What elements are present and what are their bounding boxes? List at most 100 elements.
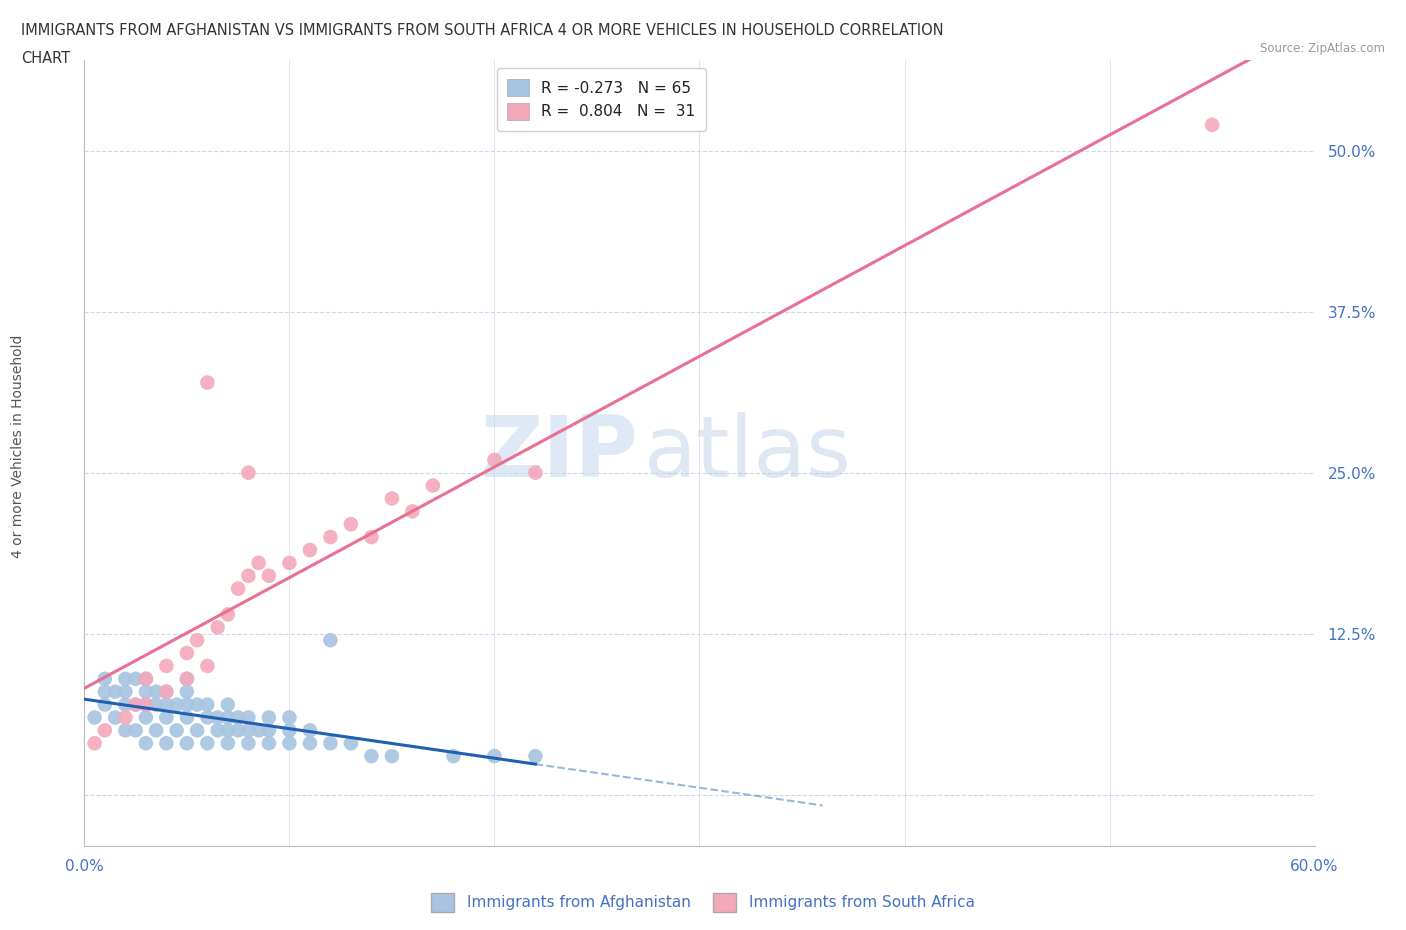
Point [186, 723, 208, 737]
Point [298, 542, 321, 557]
Point [94, 684, 117, 699]
Point [278, 555, 301, 570]
Point [166, 723, 188, 737]
Text: CHART: CHART [21, 51, 70, 66]
Point [381, 491, 404, 506]
Point [207, 710, 229, 724]
Point [135, 698, 157, 712]
Text: Source: ZipAtlas.com: Source: ZipAtlas.com [1260, 42, 1385, 55]
Point [319, 736, 342, 751]
Point [124, 698, 146, 712]
Point [176, 671, 198, 686]
Point [360, 530, 382, 545]
Point [155, 684, 177, 699]
Point [238, 710, 260, 724]
Text: atlas: atlas [644, 412, 852, 495]
Point [319, 632, 342, 647]
Point [422, 478, 444, 493]
Point [176, 645, 198, 660]
Point [207, 723, 229, 737]
Point [155, 736, 177, 751]
Point [360, 749, 382, 764]
Point [247, 555, 270, 570]
Point [484, 749, 506, 764]
Point [1201, 117, 1223, 132]
Point [340, 517, 363, 532]
Point [124, 723, 146, 737]
Point [197, 736, 219, 751]
Point [135, 710, 157, 724]
Point [217, 607, 239, 622]
Point [207, 620, 229, 635]
Point [135, 671, 157, 686]
Point [401, 504, 423, 519]
Point [484, 452, 506, 467]
Point [340, 736, 363, 751]
Legend: R = -0.273   N = 65, R =  0.804   N =  31: R = -0.273 N = 65, R = 0.804 N = 31 [496, 68, 706, 131]
Point [176, 710, 198, 724]
Point [104, 684, 127, 699]
Point [124, 698, 146, 712]
Point [114, 698, 136, 712]
Point [145, 684, 167, 699]
Point [155, 710, 177, 724]
Point [114, 671, 136, 686]
Point [298, 736, 321, 751]
Point [238, 568, 260, 583]
Point [257, 710, 280, 724]
Point [238, 723, 260, 737]
Point [238, 736, 260, 751]
Text: IMMIGRANTS FROM AFGHANISTAN VS IMMIGRANTS FROM SOUTH AFRICA 4 OR MORE VEHICLES I: IMMIGRANTS FROM AFGHANISTAN VS IMMIGRANT… [21, 23, 943, 38]
Point [83, 710, 105, 724]
Point [278, 710, 301, 724]
Point [197, 710, 219, 724]
Point [226, 723, 249, 737]
Point [83, 736, 105, 751]
Point [217, 710, 239, 724]
Point [145, 723, 167, 737]
Point [247, 723, 270, 737]
Point [145, 698, 167, 712]
Point [155, 698, 177, 712]
Point [257, 568, 280, 583]
Point [197, 698, 219, 712]
Point [176, 684, 198, 699]
Point [197, 375, 219, 390]
Point [217, 723, 239, 737]
Point [166, 698, 188, 712]
Point [94, 723, 117, 737]
Point [124, 671, 146, 686]
Point [197, 658, 219, 673]
Point [443, 749, 465, 764]
Point [226, 581, 249, 596]
Point [278, 736, 301, 751]
Point [176, 698, 198, 712]
Point [278, 723, 301, 737]
Point [381, 749, 404, 764]
Point [257, 736, 280, 751]
Point [226, 710, 249, 724]
Point [524, 465, 547, 480]
Point [135, 698, 157, 712]
Point [104, 710, 127, 724]
Point [135, 736, 157, 751]
Point [176, 671, 198, 686]
Point [186, 632, 208, 647]
Point [114, 723, 136, 737]
Point [114, 710, 136, 724]
Point [524, 749, 547, 764]
Point [319, 530, 342, 545]
Point [135, 684, 157, 699]
Point [238, 465, 260, 480]
Text: ZIP: ZIP [481, 412, 638, 495]
Point [176, 736, 198, 751]
Point [298, 723, 321, 737]
Point [155, 658, 177, 673]
Point [257, 723, 280, 737]
Point [135, 671, 157, 686]
Point [217, 698, 239, 712]
Legend: Immigrants from Afghanistan, Immigrants from South Africa: Immigrants from Afghanistan, Immigrants … [426, 887, 980, 918]
Point [94, 671, 117, 686]
Point [217, 736, 239, 751]
Point [114, 684, 136, 699]
